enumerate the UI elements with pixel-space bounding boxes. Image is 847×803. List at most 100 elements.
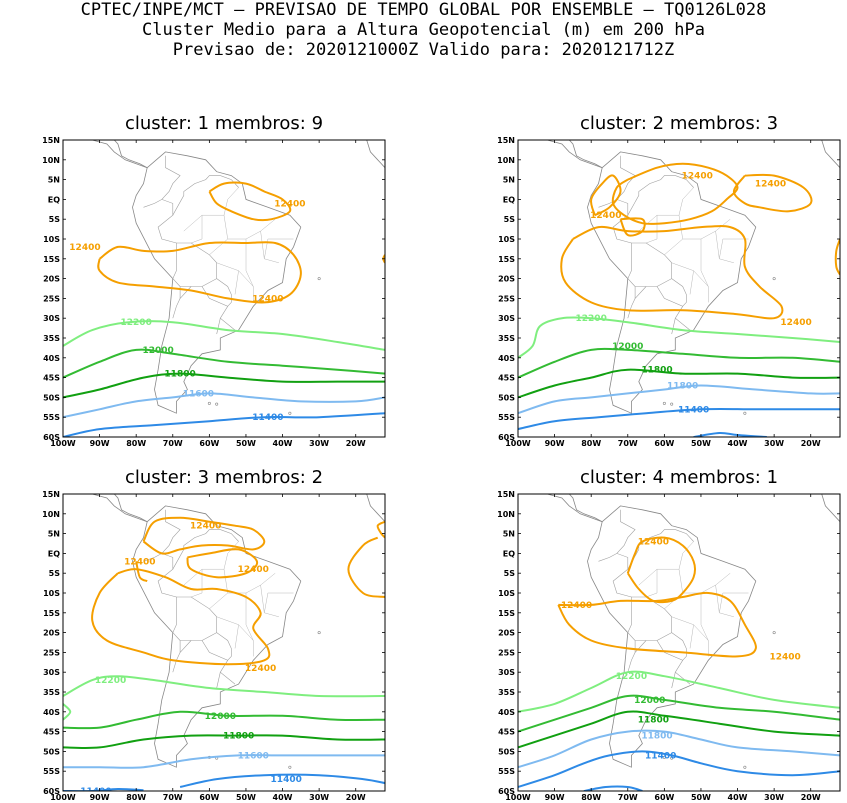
country-border xyxy=(143,553,177,598)
panel-title-cluster-3: cluster: 3 membros: 2 xyxy=(124,467,324,488)
island xyxy=(317,277,321,281)
state-border xyxy=(678,541,694,594)
contour-label: 12000 xyxy=(634,696,665,706)
coastline xyxy=(132,151,302,414)
coastline xyxy=(821,140,840,172)
state-border xyxy=(209,573,276,609)
contour-label: 12400 xyxy=(769,652,800,662)
map-content: 12400 12400 12400 12400 12400 12200 12000 11800… xyxy=(63,494,385,791)
lat-tick-label: 30S xyxy=(43,668,60,677)
lat-tick-label: 45S xyxy=(498,728,515,737)
lat-tick-label: 50S xyxy=(498,393,515,402)
contour-line xyxy=(63,703,72,721)
contour-line xyxy=(63,412,385,437)
lon-tick-label: 100W xyxy=(50,439,76,448)
lon-tick-label: 40W xyxy=(728,439,748,448)
map-panel-cluster-4: 12400 12400 12400 12200 12000 11800 11800 11400… xyxy=(497,490,841,802)
country-border xyxy=(161,509,181,554)
lon-tick-label: 50W xyxy=(691,793,711,802)
coastline xyxy=(91,494,148,523)
country-border xyxy=(172,278,181,319)
contour-label: 12400 xyxy=(561,601,592,611)
contour-label: 11600 xyxy=(238,751,269,761)
contour-line xyxy=(518,694,840,733)
island xyxy=(743,411,747,415)
contour-label: 11800 xyxy=(641,366,672,376)
lat-tick-label: 25S xyxy=(498,648,515,657)
contour-line xyxy=(142,516,266,555)
lat-tick-label: 35S xyxy=(43,688,60,697)
island xyxy=(317,631,321,635)
map-content: 12400 12400 12400 12200 12000 11800 11800 11400 xyxy=(518,494,840,791)
lat-tick-label: 35S xyxy=(43,334,60,343)
state-border xyxy=(719,238,749,259)
state-border xyxy=(183,214,224,232)
coastline xyxy=(113,494,148,523)
state-border xyxy=(209,219,276,255)
lon-tick-label: 80W xyxy=(126,439,146,448)
contour-label: 11800 xyxy=(667,382,698,392)
island xyxy=(662,755,666,759)
lon-tick-label: 70W xyxy=(163,793,183,802)
lat-tick-label: EQ xyxy=(48,549,60,558)
island xyxy=(670,402,674,406)
lat-tick-label: 30S xyxy=(498,668,515,677)
country-border xyxy=(201,632,232,661)
contour-line xyxy=(208,181,292,222)
lon-tick-label: 20W xyxy=(801,793,821,802)
lat-tick-label: 15N xyxy=(497,136,515,145)
country-border xyxy=(172,632,181,673)
lon-tick-label: 50W xyxy=(691,439,711,448)
lon-tick-label: 40W xyxy=(728,793,748,802)
lat-tick-label: 30S xyxy=(43,314,60,323)
lon-tick-label: 60W xyxy=(199,439,219,448)
lat-tick-label: 15S xyxy=(498,609,515,618)
lon-tick-label: 50W xyxy=(236,793,256,802)
lat-tick-label: 35S xyxy=(498,334,515,343)
map-panel-cluster-1: 12400 12400 12400 12200 12000 11800 11600 11400… xyxy=(42,136,386,448)
lat-tick-label: 5N xyxy=(503,176,515,185)
lat-tick-label: 45S xyxy=(43,728,60,737)
contour-label: 12400 xyxy=(238,565,269,575)
lon-tick-label: 30W xyxy=(764,793,784,802)
coastline xyxy=(366,140,385,172)
state-border xyxy=(191,569,203,598)
country-border xyxy=(627,278,636,319)
coastline xyxy=(113,140,148,169)
contour-label: 12200 xyxy=(616,672,647,682)
state-border xyxy=(700,593,709,641)
lat-tick-label: 10S xyxy=(43,589,60,598)
contour-line xyxy=(732,173,813,213)
coastline xyxy=(568,140,603,169)
country-border xyxy=(161,155,181,200)
contour-label: 11800 xyxy=(641,732,672,742)
country-border xyxy=(219,306,236,331)
contour-line xyxy=(179,773,385,788)
contour-line xyxy=(518,384,840,415)
lat-tick-label: 60S xyxy=(498,433,515,442)
country-border xyxy=(179,286,192,299)
lat-tick-label: 60S xyxy=(498,787,515,796)
state-border xyxy=(678,187,694,240)
lat-tick-label: 50S xyxy=(498,747,515,756)
contour-line xyxy=(518,710,840,749)
lat-tick-label: 5N xyxy=(503,530,515,539)
country-border xyxy=(656,278,687,307)
map-frame xyxy=(517,139,841,438)
lat-tick-label: 20S xyxy=(43,629,60,638)
coastline xyxy=(821,494,840,526)
lat-tick-label: 25S xyxy=(498,294,515,303)
state-border xyxy=(646,569,658,598)
country-border xyxy=(172,596,217,641)
lat-tick-label: 50S xyxy=(43,393,60,402)
map-frame xyxy=(62,493,386,792)
lat-tick-label: 45S xyxy=(43,374,60,383)
contour-label: 12400 xyxy=(190,522,221,532)
state-border xyxy=(245,239,254,287)
country-border xyxy=(634,286,647,299)
contour-label: 11400 xyxy=(645,751,676,761)
map-frame xyxy=(62,139,386,438)
state-border xyxy=(234,270,239,295)
state-border xyxy=(234,624,239,649)
header-line-1: CPTEC/INPE/MCT – PREVISAO DE TEMPO GLOBA… xyxy=(80,0,767,20)
